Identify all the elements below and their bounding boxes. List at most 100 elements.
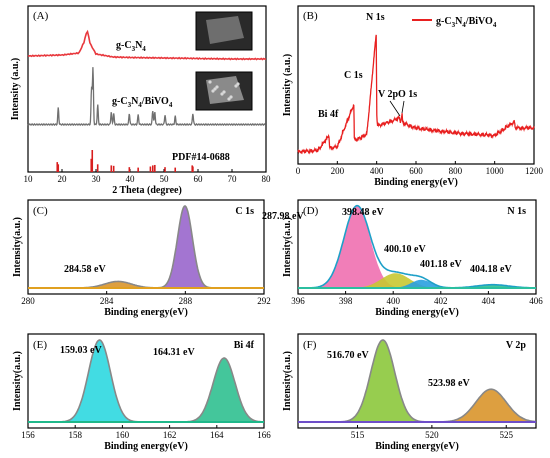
panel-a: 10 20 30 40 50 60 70 80 2 Theta (degree) Intensit… [10,5,271,196]
series-label-g-c3n4: g-C3N4 [116,40,146,53]
peak-label: 401.18 eV [420,259,462,270]
x-tick-label: 20 [58,174,68,184]
x-tick-label: 164 [210,430,224,440]
sem-particle [206,16,244,44]
sem-image-top [195,11,253,51]
panel-f: 515 520 525 Binding energy(eV) Intensity(a.u… [282,333,537,452]
series-label-g-c3n4-bivo4: g-C3N4/BiVO4 [112,96,173,109]
series-line-g-c3n4 [27,29,267,61]
peak-label: 159.03 eV [60,345,102,356]
peak-label: 284.58 eV [64,264,106,275]
plot-frame [27,5,267,173]
subscript: 3 [452,21,456,29]
peak-label-c1s: C 1s [344,70,363,81]
x-tick-label: 60 [194,174,204,184]
peak-label: 404.18 eV [470,264,512,275]
x-axis-label: Binding energy(eV) [104,307,188,318]
sem-dot [234,84,238,88]
x-tick-label: 404 [482,296,496,306]
x-axis-label: Binding energy(eV) [375,441,459,452]
panel-title: N 1s [507,206,526,217]
label-part: g-C [436,16,452,27]
panel-label: (C) [33,205,48,217]
x-axis-label: Binding energy(eV) [104,441,188,452]
legend: g-C3N4/BiVO4 [412,16,497,29]
x-tick-label: 158 [68,430,82,440]
sem-dot [229,95,233,99]
component-peak [28,206,264,288]
x-tick-label: 600 [409,166,423,176]
plot-frame [27,333,265,429]
panel-c: 280 284 288 292 Binding energy(eV) Intensity(… [12,199,304,318]
panel-d: 396 398 400 402 404 406 Binding energy(eV) Inte… [282,199,543,318]
label-part: /BiVO [465,16,493,27]
y-axis-label: Intensity(a.u.) [12,217,23,277]
x-tick-label: 292 [257,296,271,306]
label-part: N [455,16,463,27]
y-axis-label: Intensity (a.u.) [10,58,21,121]
x-tick-label: 525 [500,430,514,440]
fit-envelope [298,204,536,289]
x-tick-label: 280 [21,296,35,306]
y-axis-label: Intensity(a.u.) [12,351,23,411]
peak-label: 287.98 eV [262,211,304,222]
plot-frame [297,333,537,429]
peak-label: 523.98 eV [428,378,470,389]
x-tick-label: 1200 [525,166,544,176]
component-peak [298,206,536,288]
y-axis-label: Intensity(a.u.) [282,351,293,411]
sem-dot [236,82,240,86]
series-label-pdf: PDF#14-0688 [172,152,230,163]
annotation-arrow [389,100,401,117]
panel-b: 0 200 400 600 800 1000 1200 Binding energy(eV) I… [282,5,544,188]
plot-frame [297,199,537,295]
x-tick-label: 200 [331,166,345,176]
peak-label-o1s: O 1s [398,89,417,100]
component-peak [28,340,264,422]
panel-title: V 2p [506,340,527,351]
x-tick-label: 160 [116,430,130,440]
x-tick-label: 162 [163,430,177,440]
x-tick-label: 0 [296,166,301,176]
peak-label: 400.10 eV [384,244,426,255]
subscript: 4 [462,21,466,29]
x-tick-label: 166 [257,430,271,440]
subscript: 4 [493,21,497,29]
x-tick-label: 398 [339,296,353,306]
series-line-g-c3n4-bivo4 [27,67,267,127]
component-peak [28,358,264,422]
peak-label: 164.31 eV [153,347,195,358]
x-tick-label: 10 [24,174,34,184]
panel-label: (F) [303,339,317,351]
fit-envelope [28,205,264,289]
plot-frame [27,199,265,295]
subscript: 3 [128,101,132,109]
x-tick-label: 40 [126,174,136,184]
x-tick-label: 156 [21,430,35,440]
x-tick-label: 1000 [486,166,505,176]
subscript: 4 [169,101,173,109]
sem-dot [208,80,212,84]
sem-image-bottom [195,71,253,111]
x-tick-label: 515 [351,430,365,440]
panel-title: C 1s [235,206,254,217]
sem-dot [213,87,217,91]
y-axis-label: Intensity (a.u.) [282,54,293,117]
label-part: N [131,96,139,107]
label-part: g-C [116,40,132,51]
panel-e: 156 158 160 162 164 166 Binding energy(eV) Inte… [12,333,271,452]
panel-label: (D) [303,205,319,217]
x-axis-label: Binding energy(eV) [374,177,458,188]
annotation-arrow [401,100,405,114]
series-line-xps-survey [297,34,535,155]
sem-dot [215,85,219,89]
subscript: 4 [138,101,142,109]
x-tick-label: 70 [228,174,238,184]
x-axis-label: 2 Theta (degree) [112,185,182,196]
peak-label-v2p: V 2p [378,89,399,100]
x-tick-label: 50 [160,174,170,184]
label-part: g-C [112,96,128,107]
sem-particle [206,76,244,104]
plot-frame [297,5,535,165]
